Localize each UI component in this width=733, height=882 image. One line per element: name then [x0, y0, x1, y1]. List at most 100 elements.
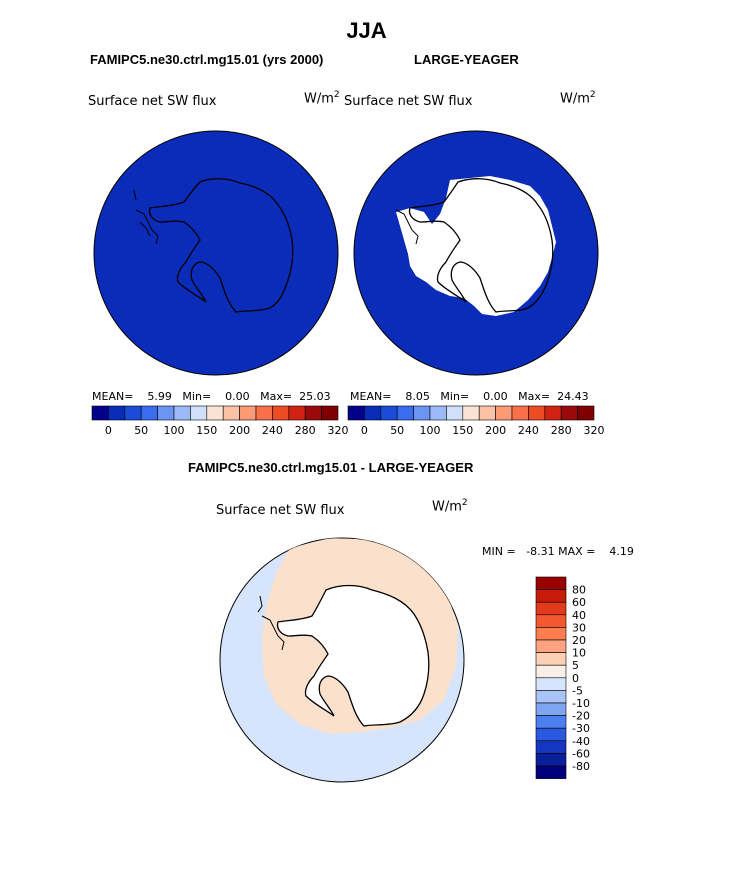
colorbar-swatch	[535, 765, 567, 779]
colorbar-swatch	[429, 405, 447, 421]
ice-region	[396, 176, 556, 316]
colorbar-tick-label: 0	[361, 424, 368, 437]
colorbar-swatch	[535, 664, 567, 679]
colorbar-swatch	[560, 405, 578, 421]
case-title-right: LARGE-YEAGER	[414, 52, 519, 67]
colorbar-swatch	[535, 601, 567, 616]
colorbar-swatch	[577, 405, 595, 421]
diff-title: FAMIPC5.ne30.ctrl.mg15.01 - LARGE-YEAGER	[188, 460, 474, 475]
map-left	[93, 130, 339, 376]
colorbar-swatch	[347, 405, 365, 421]
units-left: W/m2	[304, 90, 340, 107]
colorbar-swatch	[535, 576, 567, 590]
colorbar-swatch	[478, 405, 496, 421]
colorbar-swatch	[364, 405, 382, 421]
colorbar-swatch	[304, 405, 322, 421]
colorbar-swatch	[173, 405, 191, 421]
colorbar-tick-label: 20	[572, 634, 586, 647]
colorbar-swatch	[535, 677, 567, 691]
colorbar-swatch	[535, 614, 567, 628]
colorbar-tick-label: -30	[572, 722, 590, 735]
colorbar-tick-label: 60	[572, 596, 586, 609]
colorbar-swatch	[140, 405, 158, 421]
colorbar-swatch	[222, 405, 240, 421]
colorbar-swatch	[288, 405, 306, 421]
colorbar-swatch	[446, 405, 464, 421]
field-label-right: Surface net SW flux	[344, 94, 473, 109]
colorbar-swatch	[535, 727, 567, 742]
colorbar-swatch	[535, 639, 567, 653]
colorbar-tick-label: -40	[572, 735, 590, 748]
colorbar-tick-label: 40	[572, 609, 586, 622]
colorbar-swatch	[157, 405, 175, 421]
colorbar-swatch	[91, 405, 109, 421]
antarctica-outline	[148, 178, 294, 313]
colorbar-swatch	[255, 405, 273, 421]
colorbar-tick-label: 100	[420, 424, 441, 437]
colorbar-tick-label: 240	[262, 424, 283, 437]
antarctica-diff	[276, 584, 430, 727]
colorbar-tick-label: 5	[572, 659, 579, 672]
stats-left: MEAN= 5.99 Min= 0.00 Max= 25.03	[92, 390, 331, 403]
colorbar-swatch	[535, 627, 567, 641]
colorbar-tick-label: 50	[134, 424, 148, 437]
colorbar-tick-label: 200	[229, 424, 250, 437]
colorbar-swatch	[321, 405, 339, 421]
colorbar-swatch	[413, 405, 431, 421]
colorbar-tick-label: 0	[105, 424, 112, 437]
colorbar-tick-label: 150	[452, 424, 473, 437]
colorbar-tick-label: -10	[572, 697, 590, 710]
colorbar-swatch	[495, 405, 513, 421]
stats-right: MEAN= 8.05 Min= 0.00 Max= 24.43	[350, 390, 589, 403]
colorbar-swatch	[190, 405, 208, 421]
colorbar-tick-label: 280	[295, 424, 316, 437]
colorbar-tick-label: 320	[584, 424, 605, 437]
colorbar-left: 0 50 100 150 200 240 280 320	[91, 405, 349, 437]
colorbar-swatch	[535, 740, 567, 754]
colorbar-swatch	[535, 702, 567, 716]
colorbar-tick-label: 320	[328, 424, 349, 437]
colorbar-swatch	[535, 715, 567, 729]
colorbar-swatch	[272, 405, 290, 421]
colorbar-tick-label: 100	[164, 424, 185, 437]
colorbar-tick-label: 240	[518, 424, 539, 437]
colorbar-swatch	[396, 405, 414, 421]
page-title: JJA	[346, 18, 387, 43]
diff-units: W/m2	[432, 498, 468, 515]
colorbar-right: 0 50 100 150 200 240 280 320	[347, 405, 605, 437]
colorbar-swatch	[511, 405, 529, 421]
map-right	[353, 130, 599, 376]
colorbar-swatch	[528, 405, 546, 421]
colorbar-swatch	[535, 690, 567, 704]
colorbar-tick-label: 30	[572, 621, 586, 634]
diff-minmax: MIN = -8.31 MAX = 4.19	[482, 545, 634, 558]
colorbar-swatch	[206, 405, 224, 421]
colorbar-tick-label: 280	[551, 424, 572, 437]
field-label-left: Surface net SW flux	[88, 94, 217, 109]
colorbar-tick-label: 80	[572, 584, 586, 597]
colorbar-swatch	[380, 405, 398, 421]
case-title-left: FAMIPC5.ne30.ctrl.mg15.01 (yrs 2000)	[90, 52, 324, 67]
colorbar-tick-label: 0	[572, 672, 579, 685]
diff-field-label: Surface net SW flux	[216, 503, 345, 518]
colorbar-tick-label: -80	[572, 760, 590, 773]
colorbar-tick-label: 150	[196, 424, 217, 437]
colorbar-tick-label: 200	[485, 424, 506, 437]
map-diff	[219, 537, 465, 783]
colorbar-swatch	[535, 652, 567, 666]
colorbar-swatch	[108, 405, 126, 421]
colorbar-swatch	[535, 589, 567, 603]
colorbar-swatch	[124, 405, 142, 421]
colorbar-tick-label: 50	[390, 424, 404, 437]
colorbar-tick-label: -60	[572, 747, 590, 760]
colorbar-swatch	[239, 405, 257, 421]
colorbar-tick-label: 10	[572, 647, 586, 660]
colorbar-tick-label: -20	[572, 710, 590, 723]
units-right: W/m2	[560, 90, 596, 107]
colorbar-swatch	[535, 753, 567, 767]
colorbar-tick-label: -5	[572, 684, 583, 697]
colorbar-swatch	[462, 405, 480, 421]
colorbar-swatch	[544, 405, 562, 421]
